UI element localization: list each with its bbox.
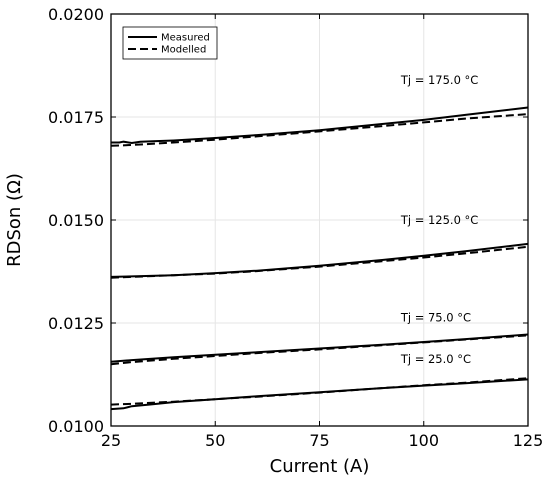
measured-line-175_0 (111, 106, 529, 145)
annotations: Tj = 175.0 °C Tj = 125.0 °C Tj = 75.0 °C Tj… (400, 73, 479, 366)
temperature-annotation: Tj = 75.0 °C (400, 310, 471, 324)
x-tick-label: 100 (408, 431, 439, 450)
measured-line-75_0 (110, 333, 529, 363)
temperature-annotation: Tj = 125.0 °C (400, 213, 479, 227)
y-tick-label: 0.0175 (48, 108, 104, 127)
temperature-annotation: Tj = 175.0 °C (400, 73, 479, 87)
y-tick-label: 0.0200 (48, 5, 104, 24)
y-tick-label: 0.0150 (48, 211, 104, 230)
x-tick-label: 75 (309, 431, 329, 450)
series-lines (110, 106, 529, 411)
legend-box (122, 26, 218, 60)
x-tick-label: 25 (101, 431, 121, 450)
axis-ticks: 25 50 75 100 125 0.0100 0.0125 0.0150 0.0175 0.02… (48, 5, 543, 450)
legend-label-measured: Measured (161, 33, 210, 44)
x-tick-label: 125 (513, 431, 544, 450)
modelled-line-25_0 (110, 377, 529, 406)
modelled-line-125_0 (110, 245, 529, 279)
x-axis-title: Current (A) (270, 456, 370, 477)
y-tick-label: 0.0125 (48, 314, 104, 333)
y-tick-label: 0.0100 (48, 417, 104, 436)
modelled-line-175_0 (110, 113, 529, 147)
modelled-line-75_0 (110, 334, 529, 366)
y-axis-title: RDSon (Ω) (4, 173, 25, 267)
x-tick-label: 50 (205, 431, 225, 450)
temperature-annotation: Tj = 25.0 °C (400, 352, 471, 366)
legend-label-modelled: Modelled (161, 45, 206, 56)
